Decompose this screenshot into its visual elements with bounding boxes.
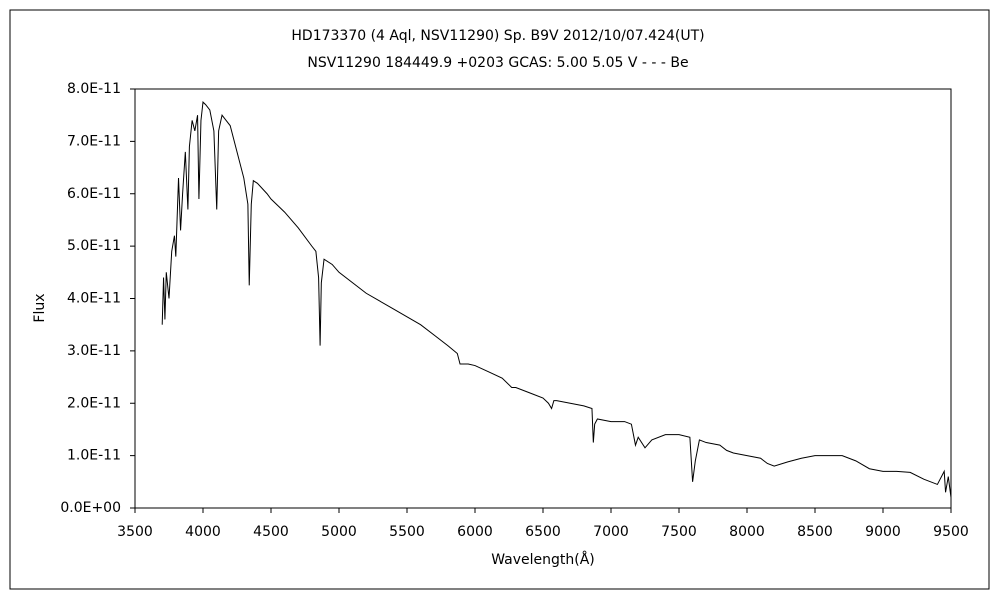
chart-title: HD173370 (4 Aql, NSV11290) Sp. B9V 2012/… [291, 28, 704, 44]
x-tick-label: 8500 [797, 524, 833, 540]
x-tick-label: 4500 [253, 524, 289, 540]
frame [9, 9, 990, 590]
y-tick-label: 1.0E-11 [67, 448, 121, 464]
y-tick-label: 6.0E-11 [67, 186, 121, 202]
chart-subtitle: NSV11290 184449.9 +0203 GCAS: 5.00 5.05 … [307, 55, 688, 71]
x-tick-label: 4000 [185, 524, 221, 540]
y-tick-label: 5.0E-11 [67, 238, 121, 254]
x-tick-label: 5500 [389, 524, 425, 540]
y-tick-label: 0.0E+00 [60, 500, 121, 516]
x-tick-label: 9000 [865, 524, 901, 540]
x-tick-label: 5000 [321, 524, 357, 540]
y-tick-label: 8.0E-11 [67, 81, 121, 97]
y-tick-label: 3.0E-11 [67, 343, 121, 359]
x-tick-label: 9500 [933, 524, 969, 540]
x-tick-label: 3500 [117, 524, 153, 540]
y-tick-label: 4.0E-11 [67, 291, 121, 307]
spectrum-line [161, 101, 952, 498]
x-tick-label: 7500 [661, 524, 697, 540]
x-tick-label: 6500 [525, 524, 561, 540]
x-tick-label: 7000 [593, 524, 629, 540]
y-axis-label: Flux [32, 293, 48, 322]
y-tick-label: 7.0E-11 [67, 133, 121, 149]
x-tick-label: 6000 [457, 524, 493, 540]
x-tick-label: 8000 [729, 524, 765, 540]
y-tick-label: 2.0E-11 [67, 395, 121, 411]
x-axis-label: Wavelength(Å) [491, 551, 595, 568]
